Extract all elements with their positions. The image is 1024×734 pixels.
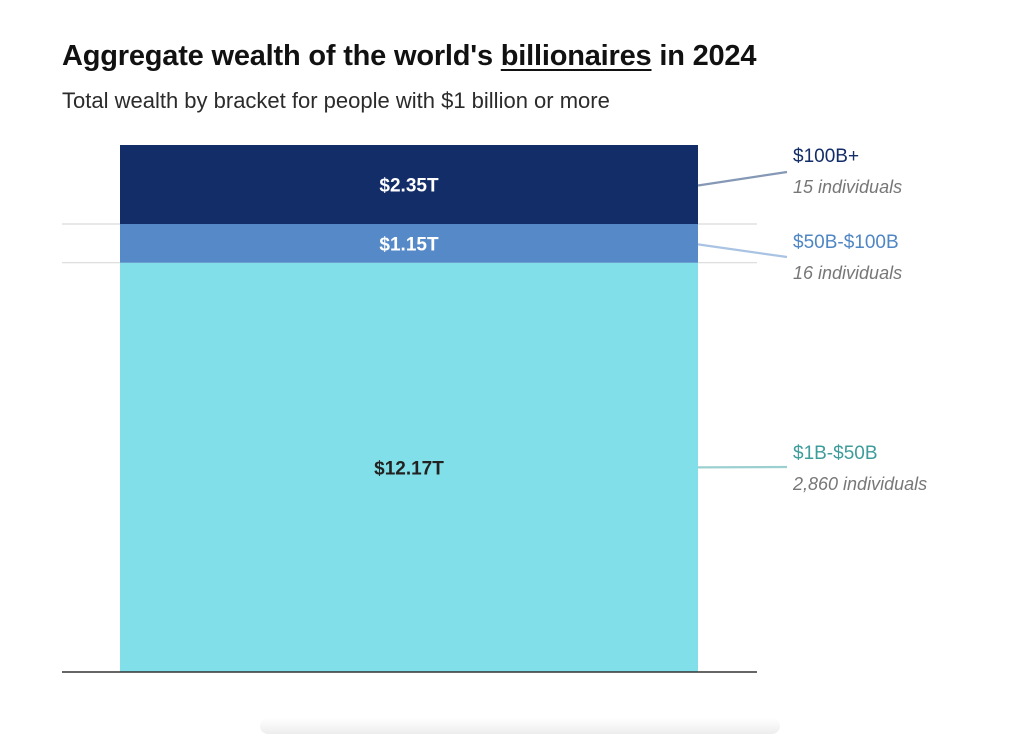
billionaires-link[interactable]: billionaires <box>500 40 652 72</box>
segment-value-label-2: $2.35T <box>379 176 439 197</box>
chart-title: Aggregate wealth of the world's billiona… <box>62 40 756 73</box>
leader-line-1 <box>697 243 788 259</box>
bar-segment-1 <box>120 224 698 263</box>
leader-line-2 <box>697 170 788 187</box>
bar-segment-0 <box>120 262 698 672</box>
legend-name-1: $50B-$100B <box>793 232 899 253</box>
title-suffix: in 2024 <box>651 40 757 72</box>
bar-segment-2 <box>120 145 698 225</box>
segment-value-label-0: $12.17T <box>374 458 444 479</box>
chart-subtitle: Total wealth by bracket for people with … <box>62 88 610 113</box>
legend-name-2: $100B+ <box>793 146 859 167</box>
segment-value-label-1: $1.15T <box>379 234 439 255</box>
title-prefix: Aggregate wealth of the world's <box>62 40 501 72</box>
bottom-shadow <box>260 718 780 734</box>
legend-count-2: 15 individuals <box>793 177 902 197</box>
legend-count-1: 16 individuals <box>793 263 902 283</box>
legend-name-0: $1B-$50B <box>793 443 878 464</box>
legend-count-0: 2,860 individuals <box>792 474 927 494</box>
